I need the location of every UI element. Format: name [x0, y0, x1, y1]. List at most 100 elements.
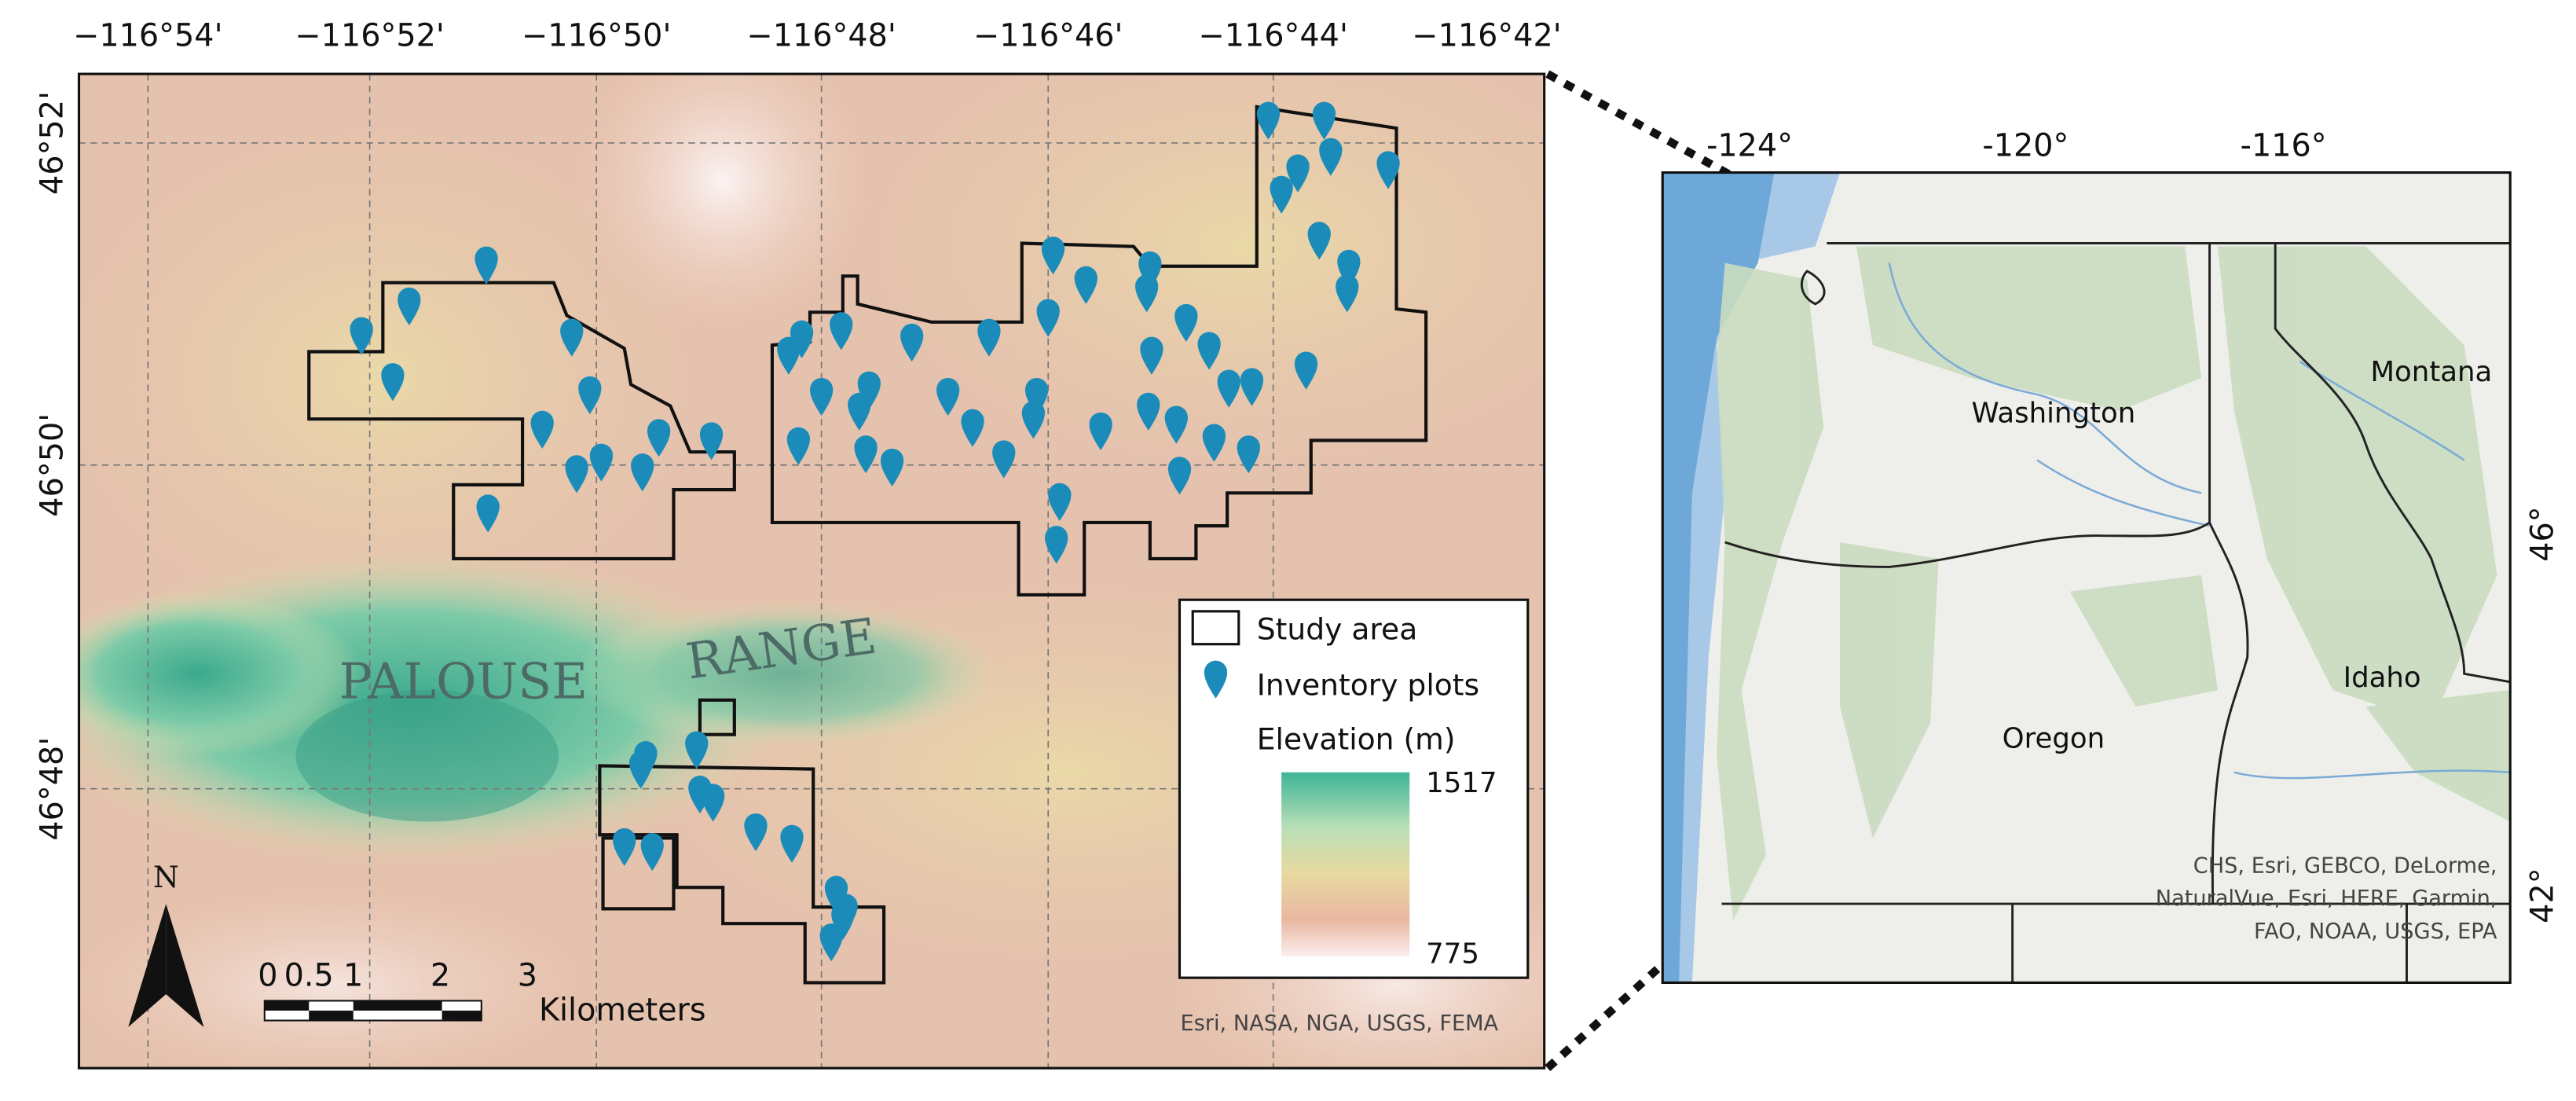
plot-marker: [530, 410, 554, 449]
plot-marker: [936, 377, 960, 417]
plot-marker: [699, 422, 724, 461]
plot-marker: [810, 377, 834, 417]
attribution: Esri, NASA, NGA, USGS, FEMA: [1181, 1011, 1499, 1036]
plot-marker: [1164, 406, 1188, 444]
plot-marker: [1048, 483, 1072, 521]
plot-marker: [628, 751, 653, 789]
lon-tick: −116°44': [1198, 18, 1347, 54]
legend-min: 775: [1426, 938, 1479, 970]
state-label: Idaho: [2343, 662, 2421, 694]
plot-marker: [1140, 336, 1163, 375]
plot-marker: [848, 392, 871, 431]
inventory-plots: [350, 101, 1400, 962]
plot-marker: [1021, 401, 1046, 439]
plot-marker: [701, 784, 725, 822]
study-area: [307, 105, 1428, 985]
attribution: CHS, Esri, GEBCO, DeLorme,: [2193, 853, 2497, 878]
legend-label: Study area: [1257, 611, 1418, 646]
scale-bar: [263, 1000, 482, 1022]
plot-marker: [1135, 274, 1159, 313]
state-label: Oregon: [2003, 722, 2105, 754]
plot-marker: [685, 731, 709, 769]
plot-marker: [786, 427, 811, 465]
plot-marker: [780, 824, 804, 863]
legend-title: Elevation (m): [1257, 722, 1456, 757]
scale-unit: Kilometers: [539, 993, 706, 1029]
lon-tick: −116°46': [973, 18, 1123, 54]
plot-marker: [1307, 222, 1331, 260]
plot-marker: [560, 318, 584, 357]
lat-tick: 42°: [2525, 868, 2561, 923]
plot-marker: [350, 317, 373, 355]
legend: [1178, 598, 1530, 979]
lon-tick: -116°: [2241, 128, 2327, 164]
lon-tick: -120°: [1982, 128, 2068, 164]
plot-marker: [398, 287, 421, 326]
attribution: NaturalVue, Esri, HERE, Garmin,: [2156, 886, 2497, 911]
plot-marker: [381, 363, 405, 402]
plot-marker: [819, 923, 843, 962]
scale-tick: 2: [431, 958, 450, 994]
place-label: PALOUSE: [339, 653, 588, 710]
plot-marker: [880, 448, 904, 486]
plot-marker: [1237, 435, 1260, 474]
lon-tick: −116°48': [746, 18, 896, 54]
plot-marker: [1202, 424, 1226, 462]
plot-marker: [744, 813, 768, 852]
plot-marker: [647, 419, 671, 457]
plot-marker: [475, 246, 498, 284]
plot-marker: [1294, 351, 1318, 390]
plot-marker: [1376, 151, 1400, 189]
plot-marker: [1174, 303, 1198, 342]
lat-tick: 46°48': [35, 737, 71, 841]
lat-tick: 46°: [2525, 506, 2561, 561]
legend-max: 1517: [1426, 767, 1497, 799]
scale-tick: 1: [343, 958, 363, 994]
lon-tick: -124°: [1706, 128, 1793, 164]
map-frame: [77, 72, 1546, 1070]
plot-marker: [640, 833, 664, 872]
plot-marker: [1217, 369, 1240, 408]
plot-marker: [992, 440, 1016, 479]
plot-marker: [1089, 412, 1112, 450]
plot-marker: [854, 435, 878, 474]
legend-label: Inventory plots: [1257, 668, 1479, 703]
attribution: FAO, NOAA, USGS, EPA: [2254, 919, 2497, 944]
scale-tick: 0.5: [284, 958, 334, 994]
plot-marker: [977, 318, 1001, 357]
plot-marker: [476, 494, 500, 533]
locator-frame: [1661, 171, 2512, 985]
lon-tick: −116°42': [1412, 18, 1561, 54]
plot-marker: [1319, 138, 1343, 176]
plot-marker: [1312, 101, 1336, 140]
locator-map: [1662, 172, 2511, 983]
plot-marker: [1197, 332, 1221, 370]
lat-tick: 46°52': [35, 91, 71, 195]
plot-marker: [578, 376, 602, 414]
plot-marker: [1240, 368, 1264, 406]
scale-tick: 0: [258, 958, 277, 994]
plot-marker: [1036, 299, 1060, 337]
lat-tick: 46°50': [35, 413, 71, 517]
plot-marker: [1256, 101, 1281, 140]
state-borders: [1721, 242, 2511, 983]
plot-marker: [1336, 274, 1359, 313]
north-label: N: [153, 860, 179, 894]
terrain: [79, 74, 1545, 1069]
plot-marker: [565, 455, 588, 494]
plot-marker: [777, 336, 801, 375]
plot-marker: [1270, 175, 1293, 214]
plot-marker: [1074, 266, 1097, 304]
plot-marker: [961, 409, 984, 447]
plot-marker: [830, 312, 853, 350]
lon-tick: −116°52': [295, 18, 444, 54]
plot-marker: [1137, 392, 1160, 431]
plot-marker: [613, 828, 636, 866]
lon-tick: −116°54': [73, 18, 222, 54]
scale-tick: 3: [518, 958, 537, 994]
lon-tick: −116°50': [522, 18, 671, 54]
plot-marker: [1286, 154, 1310, 193]
state-label: Washington: [1972, 397, 2136, 429]
